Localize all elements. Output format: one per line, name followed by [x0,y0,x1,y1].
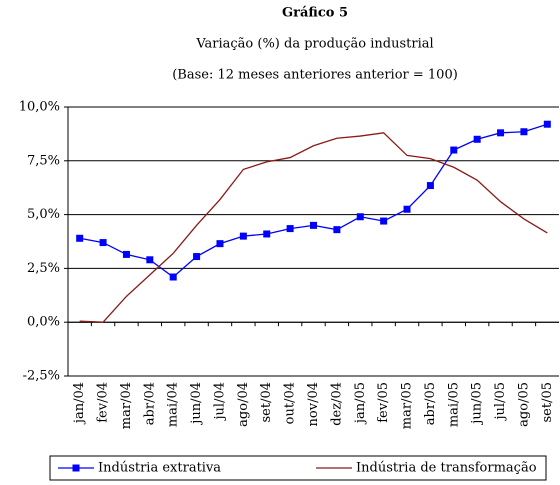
x-tick-label: set/05 [540,382,555,423]
x-tick-label: mai/05 [446,382,461,427]
x-tick-label: ago/05 [516,382,531,427]
chart-subtitle: Variação (%) da produção industrial [195,37,433,52]
data-point [450,146,458,154]
x-tick-label: mai/04 [166,382,181,427]
x-tick-label: mar/04 [119,382,134,429]
y-tick-label: 10,0% [19,100,60,115]
data-point [76,234,84,242]
data-point [263,230,271,238]
data-point [356,213,364,221]
x-tick-label: fev/05 [376,382,391,423]
x-tick-label: jan/04 [72,382,87,425]
x-tick-label: ago/04 [236,382,251,427]
data-point [146,256,154,264]
x-tick-label: out/04 [283,382,298,424]
x-tick-label: fev/04 [96,382,111,423]
data-point [497,129,505,137]
data-point [426,182,434,190]
x-tick-label: jun/04 [189,382,204,426]
y-tick-label: -2,5% [23,369,60,384]
data-point [403,205,411,213]
data-point [473,135,481,143]
x-tick-label: set/04 [259,382,274,423]
x-tick-label: dez/04 [329,382,344,426]
series-line [79,132,548,323]
x-tick-label: jul/04 [212,382,227,421]
y-tick-label: 7,5% [27,153,60,168]
data-point [122,250,130,258]
chart-subtitle: (Base: 12 meses anteriores anterior = 10… [172,68,458,83]
legend-label: Indústria de transformação [356,461,537,476]
data-point [286,225,294,233]
x-tick-label: abr/05 [423,382,438,425]
x-tick-label: jan/05 [353,382,368,425]
y-tick-label: 5,0% [27,207,60,222]
x-tick-label: mar/05 [400,382,415,429]
data-point [333,226,341,234]
chart-title: Gráfico 5 [282,6,348,21]
legend-label: Indústria extrativa [98,461,221,476]
data-point [169,273,177,281]
data-point [193,253,201,261]
data-point [310,221,317,229]
x-tick-label: nov/04 [306,382,321,426]
legend-box [49,455,547,481]
series-line [79,123,548,278]
x-tick-label: abr/04 [142,382,157,425]
data-point [520,128,528,136]
x-tick-label: jun/05 [470,382,485,426]
data-point [216,240,224,248]
legend-marker [72,464,80,472]
data-point [380,217,388,225]
data-point [99,239,107,247]
data-point [239,232,247,240]
y-tick-label: 2,5% [27,261,60,276]
data-point [543,120,551,128]
y-tick-label: 0,0% [27,315,60,330]
x-tick-label: jul/05 [493,382,508,421]
